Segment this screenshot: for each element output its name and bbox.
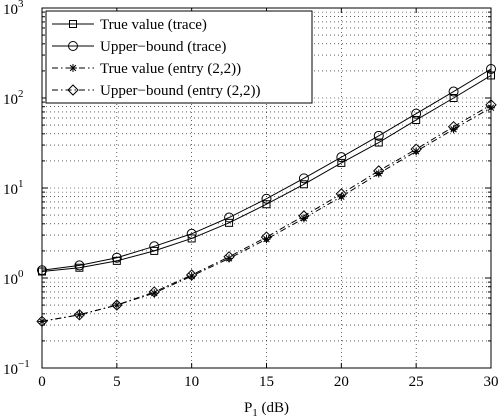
x-axis-label: P1 (dB) <box>244 400 289 419</box>
x-tick-label: 5 <box>113 374 121 390</box>
data-point-diamond <box>373 165 385 177</box>
series-2 <box>37 64 496 276</box>
data-point-star <box>69 64 77 72</box>
data-point-star <box>299 214 308 223</box>
y-tick-label: 102 <box>3 88 24 108</box>
data-point-square <box>412 115 421 124</box>
data-point-circle <box>261 193 272 204</box>
data-point-star <box>262 235 271 244</box>
x-tick-label: 0 <box>38 374 46 390</box>
data-point-star <box>412 147 421 156</box>
x-tick-label: 25 <box>409 374 424 390</box>
x-tick-label: 15 <box>259 374 274 390</box>
data-point-star <box>225 254 234 263</box>
data-point-star <box>337 192 346 201</box>
data-point-diamond <box>298 210 310 222</box>
x-tick-label: 20 <box>334 374 349 390</box>
data-point-diamond <box>67 84 79 96</box>
data-point-diamond <box>335 188 348 200</box>
legend-box <box>45 10 313 104</box>
legend-item: True value (entry (2,2)) <box>52 61 241 77</box>
data-point-diamond <box>111 299 123 311</box>
x-tick-label: 10 <box>184 374 199 390</box>
data-point-square <box>262 200 271 209</box>
data-point-star <box>150 289 159 298</box>
x-tick-label: 30 <box>484 374 499 390</box>
data-point-circle <box>448 86 459 97</box>
data-point-circle <box>373 130 384 141</box>
data-point-star <box>187 272 196 281</box>
data-point-diamond <box>260 231 273 243</box>
y-tick-label: 10−1 <box>3 358 30 378</box>
legend-label: Upper−bound (entry (2,2)) <box>100 83 261 99</box>
legend-item: Upper−bound (entry (2,2)) <box>52 83 261 99</box>
data-point-circle <box>298 173 309 184</box>
y-tick-label: 103 <box>3 0 24 18</box>
series-line <box>41 107 492 322</box>
ticks: 0 5 10 15 20 25 30 10−1 100 101 102 103 <box>3 0 499 390</box>
data-point-square <box>299 180 308 189</box>
data-point-star <box>374 169 383 178</box>
data-point-square <box>150 246 159 255</box>
legend-label: Upper−bound (trace) <box>100 39 226 55</box>
data-point-diamond <box>185 269 198 281</box>
data-point-square <box>374 138 383 147</box>
data-point-square <box>337 158 346 167</box>
data-point-diamond <box>447 120 460 133</box>
series-layer <box>36 64 497 328</box>
legend-item: True value (trace) <box>52 17 207 33</box>
data-point-square <box>187 234 196 243</box>
series-line <box>41 104 492 322</box>
data-point-square <box>449 94 458 102</box>
data-point-circle <box>74 260 85 271</box>
legend-label: True value (entry (2,2)) <box>100 61 241 77</box>
data-point-diamond <box>148 286 160 298</box>
legend-label: True value (trace) <box>100 17 207 33</box>
data-point-diamond <box>73 309 86 321</box>
series-line <box>41 68 492 271</box>
legend-item: Upper−bound (trace) <box>52 39 226 55</box>
data-point-circle <box>149 241 160 252</box>
data-point-star <box>449 125 458 134</box>
data-point-square <box>225 218 234 227</box>
legend: True value (trace) Upper−bound (trace) Tru… <box>45 10 313 104</box>
data-point-circle <box>111 252 122 263</box>
data-point-circle <box>68 41 78 51</box>
series-line <box>41 75 492 273</box>
data-point-star <box>75 310 84 319</box>
y-tick-label: 101 <box>3 178 24 198</box>
data-point-circle <box>411 108 422 119</box>
data-point-circle <box>186 228 197 239</box>
data-point-diamond <box>223 251 235 263</box>
series-1 <box>38 71 495 276</box>
y-tick-label: 100 <box>3 268 24 288</box>
data-point-circle <box>224 212 235 223</box>
data-point-circle <box>336 152 347 163</box>
data-point-diamond <box>410 143 422 155</box>
data-point-square <box>69 20 77 28</box>
